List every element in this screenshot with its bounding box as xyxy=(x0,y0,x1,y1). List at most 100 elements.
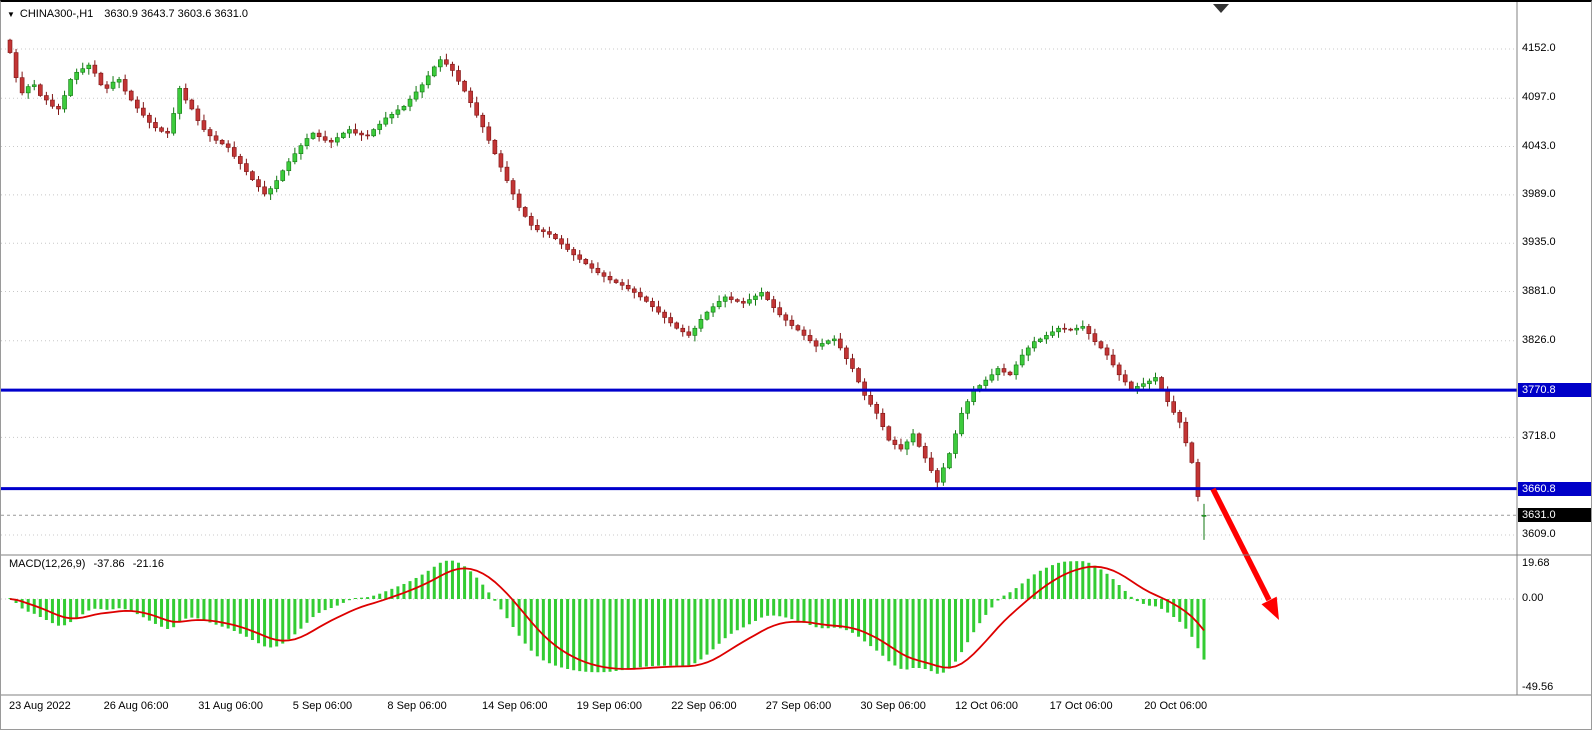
candle xyxy=(486,126,492,141)
candle xyxy=(1062,327,1067,330)
candle xyxy=(383,117,389,125)
candle xyxy=(492,139,498,155)
candle xyxy=(274,180,279,189)
candle xyxy=(1001,368,1007,373)
candle xyxy=(1177,412,1183,423)
candle xyxy=(534,225,540,231)
candle xyxy=(1195,462,1201,497)
candle xyxy=(504,166,510,181)
candle xyxy=(904,441,910,450)
price-tick-label: 3718.0 xyxy=(1522,430,1556,443)
candle xyxy=(941,467,946,483)
candle xyxy=(341,132,346,138)
candle xyxy=(438,59,443,68)
candle xyxy=(886,426,892,441)
candle xyxy=(571,249,576,256)
candle xyxy=(874,404,880,414)
candle xyxy=(710,306,716,313)
candle xyxy=(644,296,649,302)
candle xyxy=(153,122,158,129)
candle xyxy=(219,139,225,145)
chart-shift-marker[interactable] xyxy=(1213,4,1229,13)
candle xyxy=(44,95,49,101)
time-tick-label: 17 Oct 06:00 xyxy=(1049,700,1113,712)
candle xyxy=(268,188,273,195)
symbol-dropdown-icon[interactable]: ▼ xyxy=(7,9,15,19)
candle xyxy=(735,299,740,302)
candle xyxy=(395,109,401,115)
candle xyxy=(480,114,486,128)
candle xyxy=(892,439,898,445)
candle xyxy=(759,292,764,297)
candle xyxy=(1122,374,1128,383)
candle xyxy=(910,433,916,443)
candle xyxy=(31,84,37,87)
candle xyxy=(280,170,286,181)
candle xyxy=(844,347,849,359)
time-tick-label: 23 Aug 2022 xyxy=(9,700,71,712)
candle xyxy=(1147,380,1152,385)
candle xyxy=(771,299,776,308)
candle xyxy=(189,99,195,110)
time-tick-label: 12 Oct 06:00 xyxy=(955,700,1018,712)
candle xyxy=(1116,364,1122,376)
candle xyxy=(680,327,686,333)
candle xyxy=(371,129,376,137)
candle xyxy=(662,311,667,318)
candle xyxy=(989,374,995,381)
candle xyxy=(819,343,825,347)
gridlines xyxy=(1,48,1517,600)
candlestick-series xyxy=(7,38,1207,540)
candle xyxy=(747,299,752,304)
candle xyxy=(1050,331,1055,336)
candle xyxy=(795,325,801,331)
macd-main-value: -37.86 xyxy=(93,558,125,570)
candle xyxy=(953,433,958,454)
candle xyxy=(722,296,728,302)
price-tick-label: 4152.0 xyxy=(1522,42,1556,54)
candle xyxy=(262,186,267,195)
candle xyxy=(359,132,364,136)
candle xyxy=(377,123,383,130)
candle xyxy=(147,114,152,123)
candle xyxy=(1110,354,1116,366)
candle xyxy=(807,335,813,342)
price-tick-label: 3826.0 xyxy=(1522,333,1556,346)
candle xyxy=(995,368,1001,376)
candle xyxy=(789,319,795,326)
price-tick-label: 3935.0 xyxy=(1522,236,1556,249)
time-tick-label: 19 Sep 06:00 xyxy=(576,700,643,712)
candle xyxy=(207,129,213,137)
time-tick-label: 31 Aug 06:00 xyxy=(198,700,264,712)
time-tick-label: 22 Sep 06:00 xyxy=(671,700,737,712)
candle xyxy=(783,314,789,321)
candle xyxy=(856,368,861,383)
candle xyxy=(928,457,934,471)
candle xyxy=(1056,327,1061,333)
candle xyxy=(292,153,298,163)
time-tick-label: 20 Oct 06:00 xyxy=(1144,700,1208,712)
candle xyxy=(116,79,122,83)
candle xyxy=(589,263,595,269)
candle xyxy=(559,238,564,245)
candle xyxy=(1128,381,1134,390)
candle xyxy=(298,145,304,155)
candle xyxy=(831,338,837,342)
candle xyxy=(413,91,419,100)
candle xyxy=(19,77,25,94)
candle xyxy=(947,453,952,469)
candle xyxy=(741,301,746,304)
candle xyxy=(1038,338,1043,342)
candle xyxy=(577,254,583,260)
price-tick-label: 3609.0 xyxy=(1522,527,1556,540)
candle xyxy=(674,322,680,329)
candle xyxy=(322,136,328,141)
candle xyxy=(1019,354,1025,366)
candle xyxy=(389,114,395,119)
price-level-badge: 3660.8 xyxy=(1518,481,1591,496)
candle xyxy=(425,75,431,86)
trend-arrow[interactable] xyxy=(1210,487,1279,620)
candle xyxy=(1031,341,1037,349)
candle xyxy=(171,113,176,134)
